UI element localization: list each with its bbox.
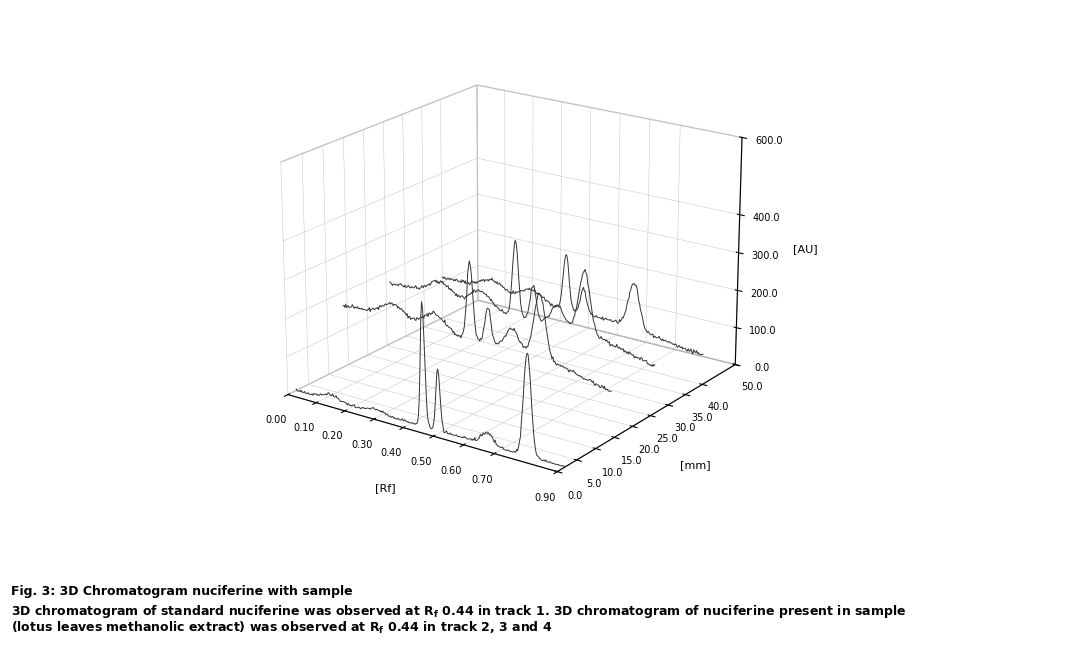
Text: Fig. 3: 3D Chromatogram nuciferine with sample: Fig. 3: 3D Chromatogram nuciferine with …	[11, 586, 353, 599]
Y-axis label: [mm]: [mm]	[681, 461, 711, 470]
Text: 3D chromatogram of standard nuciferine was observed at R$_\mathregular{f}$ 0.44 : 3D chromatogram of standard nuciferine w…	[11, 603, 907, 620]
Text: (lotus leaves methanolic extract) was observed at R$_\mathregular{f}$ 0.44 in tr: (lotus leaves methanolic extract) was ob…	[11, 620, 552, 636]
X-axis label: [Rf]: [Rf]	[375, 483, 396, 494]
